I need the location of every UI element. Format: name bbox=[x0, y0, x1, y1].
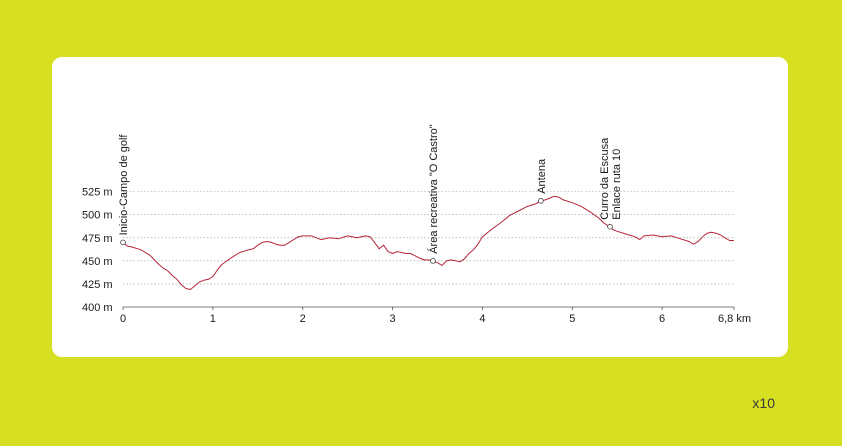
x-tick-label: 5 bbox=[569, 313, 575, 325]
waypoint-marker bbox=[430, 258, 436, 264]
y-tick-label: 525 m bbox=[82, 187, 113, 199]
y-tick-label: 425 m bbox=[82, 279, 113, 291]
y-tick-label: 400 m bbox=[82, 302, 113, 314]
x-tick-label: 3 bbox=[389, 313, 395, 325]
waypoint-label: Enlace ruta 10 bbox=[611, 149, 623, 220]
grid-lines bbox=[123, 191, 734, 285]
x-tick-label: 4 bbox=[479, 313, 485, 325]
waypoint-marker bbox=[538, 198, 544, 204]
axes: 400 m 425 m 450 m 475 m 500 m 525 m 0 1 2 3 4 5 6 6,8… bbox=[82, 187, 751, 325]
y-tick-label: 475 m bbox=[82, 233, 113, 245]
waypoint-label: Inicio-Campo de golf bbox=[118, 134, 130, 236]
waypoint-label: Curro da Escusa bbox=[599, 137, 611, 220]
x-tick-label: 2 bbox=[300, 313, 306, 325]
x-tick-label: 0 bbox=[120, 313, 126, 325]
waypoint-marker bbox=[607, 223, 613, 230]
waypoint-marker bbox=[120, 239, 126, 246]
elevation-series bbox=[122, 195, 734, 290]
waypoint-label: Antena bbox=[536, 158, 548, 194]
waypoints: Inicio-Campo de golf Área recreativa "O C… bbox=[118, 124, 623, 264]
x-tick-label: 1 bbox=[210, 313, 216, 325]
x-tick-label: 6,8 km bbox=[718, 313, 751, 325]
elevation-line bbox=[122, 195, 734, 290]
scale-note: x10 bbox=[752, 395, 775, 411]
waypoint-label: Área recreativa "O Castro" bbox=[427, 124, 440, 254]
y-tick-label: 450 m bbox=[82, 256, 113, 268]
y-tick-label: 500 m bbox=[82, 210, 113, 222]
x-tick-label: 6 bbox=[659, 313, 665, 325]
